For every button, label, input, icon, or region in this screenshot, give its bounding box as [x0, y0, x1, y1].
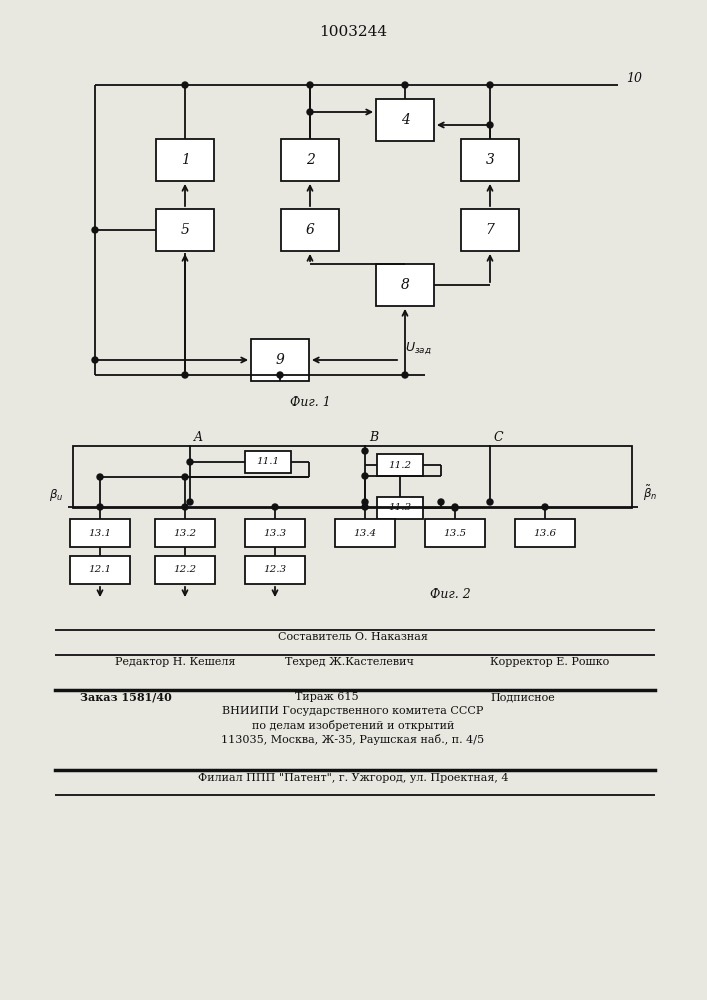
Bar	[281, 209, 339, 251]
Text: 11.3: 11.3	[388, 504, 411, 512]
Bar	[461, 139, 519, 181]
Bar	[70, 519, 130, 547]
Bar	[461, 209, 519, 251]
Text: Фиг. 1: Фиг. 1	[290, 396, 330, 410]
Text: Тираж 615: Тираж 615	[295, 692, 358, 702]
Circle shape	[402, 82, 408, 88]
Text: 1003244: 1003244	[319, 25, 387, 39]
Bar	[245, 519, 305, 547]
Text: $U_{зад}$: $U_{зад}$	[405, 340, 432, 356]
Bar	[376, 99, 434, 141]
Circle shape	[362, 499, 368, 505]
Text: $\tilde{\beta}_n$: $\tilde{\beta}_n$	[643, 484, 658, 503]
Text: 2: 2	[305, 153, 315, 167]
Circle shape	[182, 82, 188, 88]
Circle shape	[187, 499, 193, 505]
Text: 13.5: 13.5	[443, 528, 467, 538]
Text: 5: 5	[180, 223, 189, 237]
Text: Подписное: Подписное	[490, 692, 555, 702]
Circle shape	[487, 122, 493, 128]
Bar	[425, 519, 485, 547]
Text: 10: 10	[626, 72, 642, 85]
Circle shape	[182, 474, 188, 480]
Text: 13.1: 13.1	[88, 528, 112, 538]
Circle shape	[97, 504, 103, 510]
Bar	[335, 519, 395, 547]
Circle shape	[362, 448, 368, 454]
Text: $\beta_u$: $\beta_u$	[49, 487, 63, 503]
Circle shape	[182, 372, 188, 378]
Circle shape	[92, 357, 98, 363]
Bar	[155, 519, 215, 547]
Circle shape	[187, 459, 193, 465]
Circle shape	[97, 474, 103, 480]
Bar	[73, 446, 632, 508]
Text: по делам изобретений и открытий: по делам изобретений и открытий	[252, 720, 454, 731]
Bar	[281, 139, 339, 181]
Text: Техред Ж.Кастелевич: Техред Ж.Кастелевич	[285, 657, 414, 667]
Circle shape	[92, 227, 98, 233]
Text: Филиал ППП "Патент", г. Ужгород, ул. Проектная, 4: Филиал ППП "Патент", г. Ужгород, ул. Про…	[198, 773, 508, 783]
Text: Составитель О. Наказная: Составитель О. Наказная	[278, 632, 428, 642]
Circle shape	[438, 499, 444, 505]
Circle shape	[362, 504, 368, 510]
Circle shape	[487, 499, 493, 505]
Bar	[377, 497, 423, 519]
Bar	[251, 339, 309, 381]
Circle shape	[542, 504, 548, 510]
Text: 13.6: 13.6	[534, 528, 556, 538]
Bar	[155, 556, 215, 584]
Text: 113035, Москва, Ж-35, Раушская наб., п. 4/5: 113035, Москва, Ж-35, Раушская наб., п. …	[221, 734, 484, 745]
Text: 12.1: 12.1	[88, 566, 112, 574]
Circle shape	[277, 372, 283, 378]
Text: 13.3: 13.3	[264, 528, 286, 538]
Text: B: B	[369, 431, 378, 444]
Text: 1: 1	[180, 153, 189, 167]
Circle shape	[402, 372, 408, 378]
Text: 13.2: 13.2	[173, 528, 197, 538]
Text: C: C	[494, 431, 503, 444]
Circle shape	[272, 504, 278, 510]
Bar	[245, 451, 291, 473]
Text: 3: 3	[486, 153, 494, 167]
Bar	[156, 139, 214, 181]
Bar	[245, 556, 305, 584]
Text: 8: 8	[401, 278, 409, 292]
Circle shape	[307, 109, 313, 115]
Text: Редактор Н. Кешеля: Редактор Н. Кешеля	[115, 657, 235, 667]
Bar	[70, 556, 130, 584]
Text: Заказ 1581/40: Заказ 1581/40	[80, 692, 172, 703]
Text: A: A	[194, 431, 203, 444]
Bar	[377, 454, 423, 476]
Circle shape	[307, 82, 313, 88]
Circle shape	[362, 473, 368, 479]
Bar	[515, 519, 575, 547]
Circle shape	[487, 82, 493, 88]
Text: 6: 6	[305, 223, 315, 237]
Bar	[376, 264, 434, 306]
Text: ВНИИПИ Государственного комитета СССР: ВНИИПИ Государственного комитета СССР	[222, 706, 484, 716]
Circle shape	[182, 504, 188, 510]
Text: 12.3: 12.3	[264, 566, 286, 574]
Bar	[156, 209, 214, 251]
Text: 4: 4	[401, 113, 409, 127]
Text: Фиг. 2: Фиг. 2	[430, 587, 470, 600]
Text: 7: 7	[486, 223, 494, 237]
Text: 12.2: 12.2	[173, 566, 197, 574]
Circle shape	[452, 504, 458, 510]
Text: 9: 9	[276, 353, 284, 367]
Text: 11.1: 11.1	[257, 458, 279, 466]
Text: 11.2: 11.2	[388, 460, 411, 470]
Text: Корректор Е. Рошко: Корректор Е. Рошко	[490, 657, 609, 667]
Text: 13.4: 13.4	[354, 528, 377, 538]
Circle shape	[452, 505, 458, 511]
